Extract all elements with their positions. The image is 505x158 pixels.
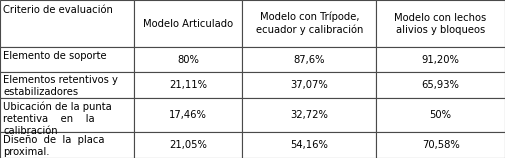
Text: 21,11%: 21,11% bbox=[169, 80, 207, 90]
Text: 91,20%: 91,20% bbox=[422, 55, 460, 65]
Text: Elemento de soporte: Elemento de soporte bbox=[3, 51, 107, 61]
Text: Modelo con Trípode,
ecuador y calibración: Modelo con Trípode, ecuador y calibració… bbox=[256, 12, 363, 36]
Bar bbox=[242, 98, 376, 132]
Text: 37,07%: 37,07% bbox=[290, 80, 328, 90]
Text: Diseño  de  la  placa
proximal.: Diseño de la placa proximal. bbox=[3, 135, 105, 158]
Bar bbox=[376, 132, 505, 158]
Bar bbox=[242, 132, 376, 158]
Text: 21,05%: 21,05% bbox=[169, 140, 207, 150]
Bar bbox=[0, 132, 134, 158]
Text: Modelo Articulado: Modelo Articulado bbox=[143, 19, 233, 29]
Bar bbox=[134, 47, 242, 72]
Bar bbox=[376, 0, 505, 47]
Text: 32,72%: 32,72% bbox=[290, 110, 328, 120]
Bar bbox=[0, 47, 134, 72]
Text: 70,58%: 70,58% bbox=[422, 140, 460, 150]
Text: 50%: 50% bbox=[430, 110, 451, 120]
Bar bbox=[134, 98, 242, 132]
Text: 87,6%: 87,6% bbox=[293, 55, 325, 65]
Text: 54,16%: 54,16% bbox=[290, 140, 328, 150]
Text: Modelo con lechos
alivios y bloqueos: Modelo con lechos alivios y bloqueos bbox=[394, 12, 487, 35]
Bar bbox=[376, 98, 505, 132]
Bar bbox=[0, 98, 134, 132]
Bar bbox=[242, 0, 376, 47]
Text: 65,93%: 65,93% bbox=[422, 80, 460, 90]
Bar bbox=[134, 0, 242, 47]
Text: Elementos retentivos y
estabilizadores: Elementos retentivos y estabilizadores bbox=[3, 75, 118, 97]
Bar bbox=[376, 47, 505, 72]
Bar bbox=[242, 47, 376, 72]
Text: Criterio de evaluación: Criterio de evaluación bbox=[3, 5, 113, 15]
Text: 17,46%: 17,46% bbox=[169, 110, 207, 120]
Text: 80%: 80% bbox=[177, 55, 199, 65]
Text: Ubicación de la punta
retentiva    en    la
calibración: Ubicación de la punta retentiva en la ca… bbox=[3, 101, 112, 136]
Bar bbox=[134, 72, 242, 98]
Bar bbox=[0, 72, 134, 98]
Bar bbox=[242, 72, 376, 98]
Bar bbox=[134, 132, 242, 158]
Bar bbox=[0, 0, 134, 47]
Bar bbox=[376, 72, 505, 98]
